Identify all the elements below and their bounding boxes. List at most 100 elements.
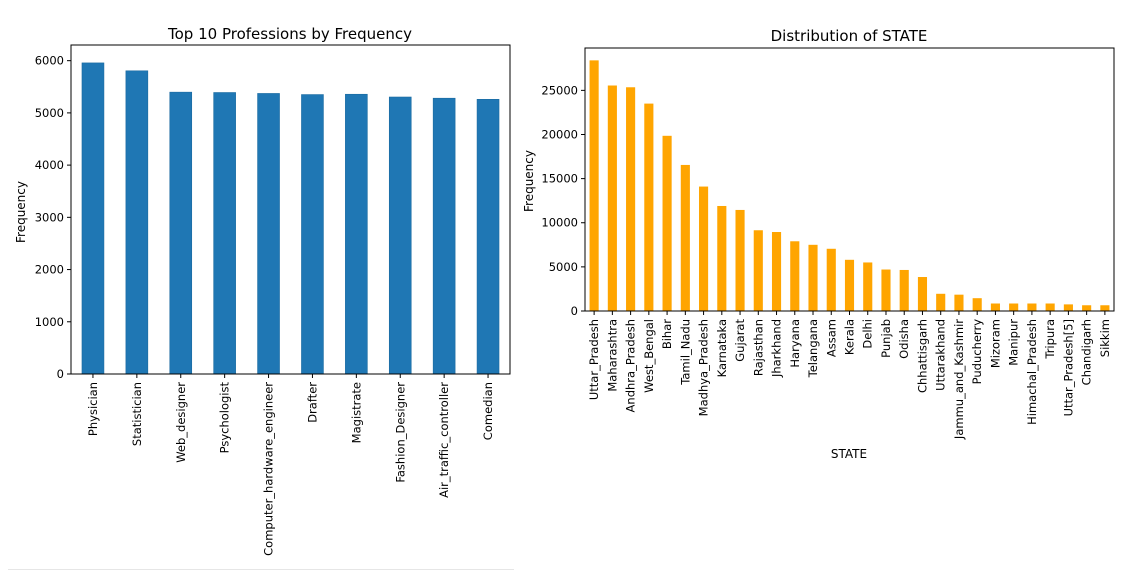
professions-chart: Top 10 Professions by Frequency Frequenc… <box>14 25 511 556</box>
state-bar <box>1027 303 1037 311</box>
professions-chart-title: Top 10 Professions by Frequency <box>167 25 412 43</box>
state-plot-frame <box>584 47 1115 312</box>
state-bar <box>972 298 982 311</box>
state-bar <box>844 259 855 311</box>
state-bar <box>662 135 672 311</box>
state-x-tick-label: Bihar <box>660 319 674 349</box>
state-x-tick-label: Madhya_Pradesh <box>697 319 711 416</box>
state-bar <box>1082 305 1092 311</box>
profession-x-tick-label: Psychologist <box>218 382 232 454</box>
profession-bar <box>388 96 412 375</box>
profession-y-tick-label: 6000 <box>35 54 64 68</box>
state-x-tick-label: West_Bengal <box>642 319 656 393</box>
state-y-tick-label: 5000 <box>549 260 578 274</box>
state-x-tick-label: Haryana <box>788 319 802 368</box>
state-x-tick-label: Rajasthan <box>751 319 765 376</box>
profession-bar <box>257 93 280 375</box>
state-x-tick-label: Uttar_Pradesh[5] <box>1061 319 1075 416</box>
state-x-tick-label: Mizoram <box>988 319 1002 368</box>
state-bar <box>753 230 763 311</box>
state-x-tick-label: Maharashtra <box>605 319 619 392</box>
state-bar <box>881 269 891 311</box>
profession-y-tick-label: 4000 <box>35 158 64 172</box>
profession-bar <box>301 94 324 375</box>
profession-bar <box>476 99 500 375</box>
state-x-tick-label: Tripura <box>1043 319 1057 360</box>
state-x-tick-label: Jammu_and_Kashmir <box>952 319 966 440</box>
state-bar <box>899 269 909 311</box>
state-x-tick-label: Uttarakhand <box>934 319 948 391</box>
professions-bars <box>81 62 500 375</box>
profession-y-tick-label: 1000 <box>35 315 64 329</box>
profession-x-tick-label: Magistrate <box>349 382 363 443</box>
professions-y-axis-label: Frequency <box>14 181 28 243</box>
profession-y-tick-label: 2000 <box>35 263 64 277</box>
profession-x-tick-label: Comedian <box>481 382 495 440</box>
state-bar <box>717 205 727 311</box>
state-x-tick-label: Uttar_Pradesh <box>587 319 601 400</box>
state-x-tick-label: Puducherry <box>970 319 984 385</box>
state-y-ticks: 0 5000 10000 15000 20000 25000 <box>541 83 585 318</box>
profession-y-tick-label: 0 <box>57 367 64 381</box>
state-y-axis-label: Frequency <box>522 150 536 212</box>
state-bar <box>680 164 690 311</box>
state-chart-title: Distribution of STATE <box>771 27 928 45</box>
profession-y-tick-label: 5000 <box>35 106 64 120</box>
state-bar <box>607 85 617 311</box>
state-bar <box>1100 305 1110 311</box>
state-bar <box>863 262 873 311</box>
state-x-tick-label: Sikkim <box>1098 319 1112 357</box>
profession-x-tick-label: Air_traffic_controller <box>437 382 451 498</box>
state-bar <box>1009 303 1019 311</box>
profession-x-tick-label: Drafter <box>305 382 319 423</box>
state-x-ticks: Uttar_Pradesh Maharashtra Andhra_Pradesh We… <box>587 311 1112 440</box>
profession-x-tick-label: Physician <box>86 382 100 436</box>
state-x-axis-label: STATE <box>831 447 867 461</box>
state-y-tick-label: 25000 <box>541 83 578 97</box>
state-bar <box>808 244 818 311</box>
state-x-tick-label: Delhi <box>861 319 875 349</box>
state-bar <box>954 294 964 311</box>
state-y-tick-label: 15000 <box>541 172 578 186</box>
state-x-tick-label: Kerala <box>843 319 857 355</box>
state-x-tick-label: Karnataka <box>715 319 729 377</box>
profession-y-tick-label: 3000 <box>35 210 64 224</box>
state-x-tick-label: Himachal_Pradesh <box>1025 319 1039 425</box>
state-bar <box>644 103 654 311</box>
state-y-tick-label: 10000 <box>541 216 578 230</box>
state-chart: Distribution of STATE Frequency STATE 0 5… <box>522 27 1115 461</box>
profession-x-tick-label: Computer_hardware_engineer <box>262 382 276 556</box>
profession-x-tick-label: Web_designer <box>174 382 188 463</box>
state-bar <box>626 87 636 312</box>
state-x-tick-label: Punjab <box>879 319 893 358</box>
profession-bar <box>213 92 236 375</box>
state-x-tick-label: Manipur <box>1007 319 1021 366</box>
state-x-tick-label: Tamil_Nadu <box>678 319 692 386</box>
profession-bar <box>432 97 456 375</box>
state-bar <box>1045 303 1055 311</box>
state-bar <box>589 60 599 311</box>
state-bar <box>735 209 745 311</box>
state-bars <box>589 60 1110 312</box>
state-bar <box>699 186 709 311</box>
state-x-tick-label: Chandigarh <box>1080 319 1094 385</box>
professions-plot-frame <box>70 44 511 375</box>
state-x-tick-label: Assam <box>824 319 838 357</box>
state-bar <box>1063 304 1073 311</box>
state-x-tick-label: Jharkhand <box>770 319 784 378</box>
divider-line <box>8 569 514 570</box>
profession-bar <box>81 62 105 375</box>
state-bar <box>790 241 800 311</box>
state-x-tick-label: Odisha <box>897 319 911 359</box>
profession-x-tick-label: Fashion_Designer <box>393 382 407 483</box>
profession-bar <box>169 91 193 375</box>
state-x-tick-label: Telangana <box>806 319 820 378</box>
professions-x-ticks: Physician Statistician Web_designer Psychol… <box>86 374 495 556</box>
state-x-tick-label: Chhattisgarh <box>915 319 929 393</box>
profession-x-tick-label: Statistician <box>130 382 144 446</box>
state-x-tick-label: Gujarat <box>733 319 747 362</box>
state-bar <box>990 303 1000 311</box>
state-bar <box>936 293 946 311</box>
profession-bar <box>125 70 149 375</box>
state-bar <box>917 277 928 311</box>
